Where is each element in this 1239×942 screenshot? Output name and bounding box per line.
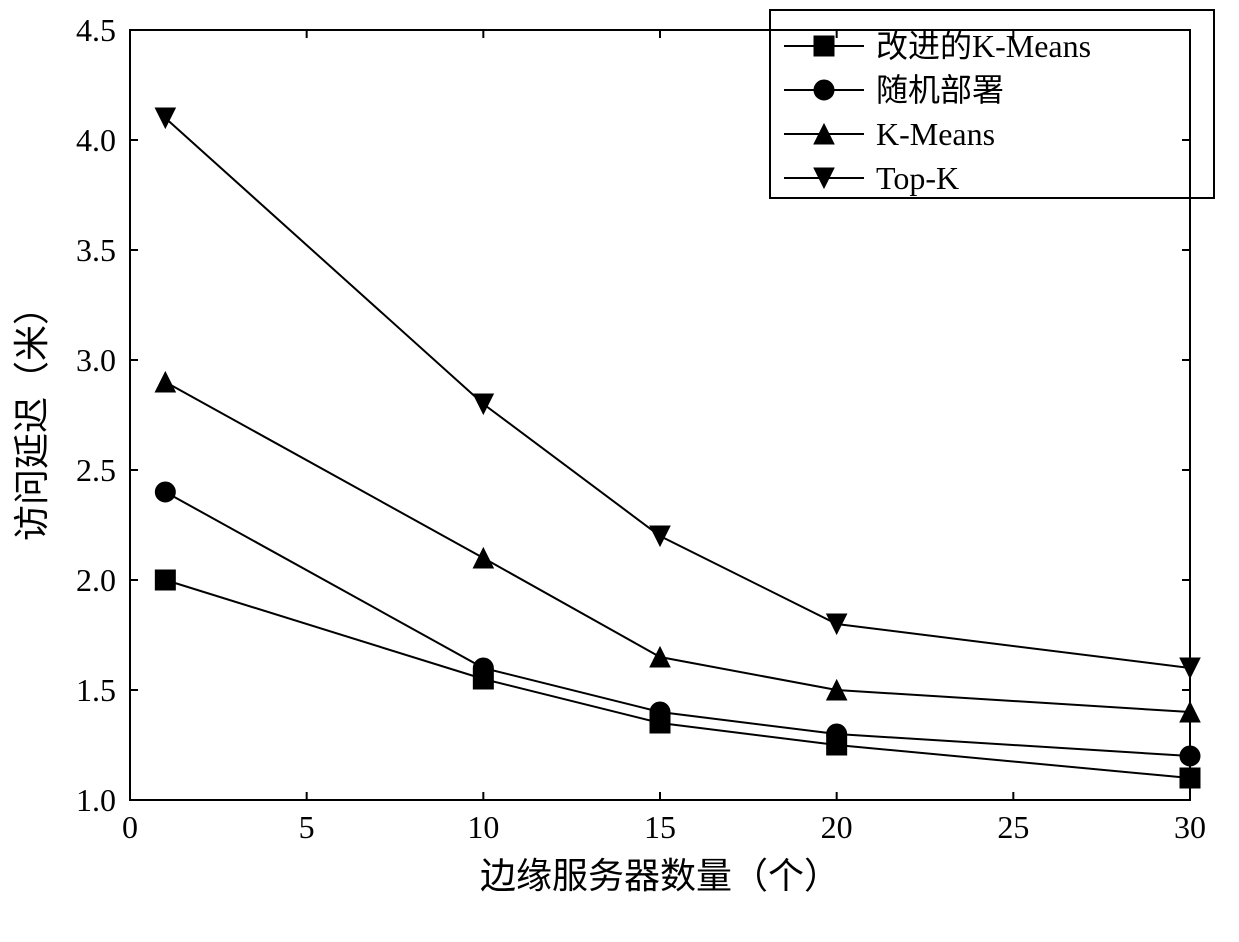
series [155,482,1200,766]
y-tick-label: 2.0 [76,562,116,598]
x-tick-label: 25 [997,809,1029,845]
y-tick-label: 4.0 [76,122,116,158]
marker-triangle-down [650,526,670,546]
series-line [165,118,1190,668]
marker-square [814,36,834,56]
marker-triangle-up [155,372,175,392]
marker-circle [827,724,847,744]
marker-square [155,570,175,590]
legend-label: 随机部署 [876,72,1004,108]
x-tick-label: 10 [467,809,499,845]
plot-border [130,30,1190,800]
x-axis-title: 边缘服务器数量（个） [480,856,840,896]
legend-label: Top-K [876,160,959,196]
y-tick-label: 1.5 [76,672,116,708]
y-tick-label: 2.5 [76,452,116,488]
marker-circle [650,702,670,722]
x-tick-label: 30 [1174,809,1206,845]
y-tick-label: 3.0 [76,342,116,378]
legend-label: 改进的K-Means [876,28,1091,64]
series-line [165,580,1190,778]
marker-circle [1180,746,1200,766]
x-tick-label: 15 [644,809,676,845]
y-tick-label: 3.5 [76,232,116,268]
marker-circle [155,482,175,502]
x-tick-label: 20 [821,809,853,845]
legend-label: K-Means [876,116,995,152]
marker-square [1180,768,1200,788]
series [155,570,1200,788]
y-tick-label: 4.5 [76,12,116,48]
series [155,372,1200,722]
marker-triangle-up [650,647,670,667]
x-tick-label: 0 [122,809,138,845]
marker-triangle-down [473,394,493,414]
chart-container: 0 5 10 15 20 25 30 边缘服务器数量（个） 1.0 1.5 2.0 2.5 3.0 3.5… [0,0,1239,942]
y-axis-title: 访问延迟（米） [12,289,52,541]
y-tick-label: 1.0 [76,782,116,818]
series [155,108,1200,678]
marker-circle [473,658,493,678]
x-tick-label: 5 [299,809,315,845]
marker-triangle-up [473,548,493,568]
line-chart: 0 5 10 15 20 25 30 边缘服务器数量（个） 1.0 1.5 2.0 2.5 3.0 3.5… [0,0,1239,942]
marker-circle [814,80,834,100]
series-line [165,382,1190,712]
legend: 改进的K-Means 随机部署 K-Means Top-K [770,10,1214,198]
series-line [165,492,1190,756]
